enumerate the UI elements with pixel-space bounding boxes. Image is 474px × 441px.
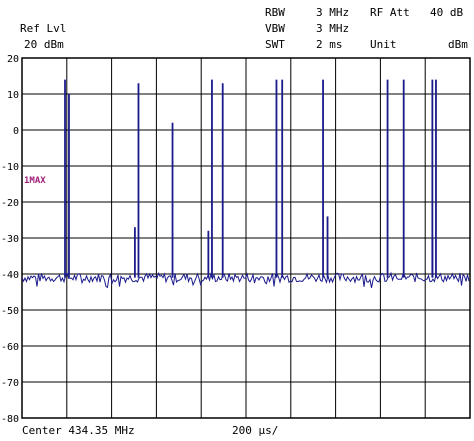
- rbw-label: RBW: [265, 6, 285, 19]
- rf-att-value: 40 dB: [430, 6, 464, 19]
- y-tick-labels: 20 10 0 -10 -20 -30 -40 -50 -60 -70 -80: [1, 54, 19, 425]
- y-tick-label: -50: [1, 306, 19, 317]
- unit-value: dBm: [448, 38, 468, 51]
- y-tick-label: -10: [1, 162, 19, 173]
- rbw-value: 3 MHz: [316, 6, 350, 19]
- y-tick-label: 20: [7, 54, 19, 65]
- ref-level-value: 20 dBm: [24, 38, 64, 51]
- spectrum-trace: [21, 271, 470, 289]
- y-tick-label: -70: [1, 378, 19, 389]
- unit-label: Unit: [370, 38, 397, 51]
- y-tick-label: -30: [1, 234, 19, 245]
- y-tick-label: 0: [13, 126, 19, 137]
- sweep-span: 200 µs/: [232, 424, 279, 437]
- center-frequency: Center 434.35 MHz: [22, 424, 135, 437]
- y-tick-label: -80: [1, 414, 19, 425]
- y-tick-label: -20: [1, 198, 19, 209]
- plot-grid: [21, 57, 471, 419]
- trace-marker-label: 1MAX: [24, 176, 46, 186]
- y-tick-label: -40: [1, 270, 19, 281]
- swt-value: 2 ms: [316, 38, 343, 51]
- ref-level-label: Ref Lvl: [20, 22, 67, 35]
- vbw-value: 3 MHz: [316, 22, 350, 35]
- rf-att-label: RF Att: [370, 6, 410, 19]
- swt-label: SWT: [265, 38, 285, 51]
- y-tick-label: 10: [7, 90, 19, 101]
- y-tick-label: -60: [1, 342, 19, 353]
- vbw-label: VBW: [265, 22, 285, 35]
- pulse-group: [64, 79, 437, 278]
